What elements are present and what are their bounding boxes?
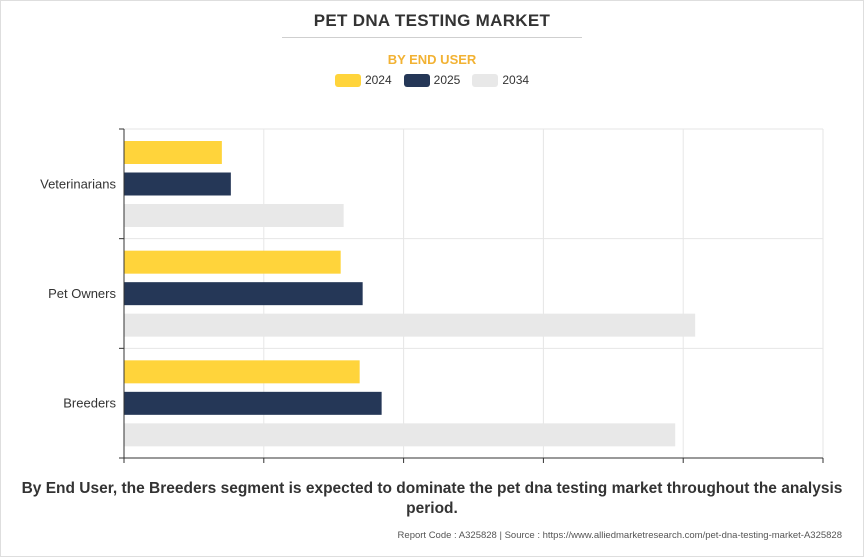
legend-swatch-2025 <box>403 73 430 87</box>
title-divider <box>282 37 582 38</box>
bar-breeders-2024[interactable] <box>124 360 360 384</box>
chart-title: PET DNA TESTING MARKET <box>313 11 551 30</box>
bar-veterinarians-2024[interactable] <box>124 141 222 164</box>
bar-breeders-2025[interactable] <box>124 391 382 415</box>
legend-swatch-2024 <box>334 73 361 87</box>
bar-pet-owners-2024[interactable] <box>124 250 341 274</box>
legend-item-2034[interactable]: 2034 <box>472 73 529 87</box>
category-label-pet-owners: Pet Owners <box>48 286 116 301</box>
bars <box>124 141 696 447</box>
legend: 2024 2025 2034 <box>0 73 864 87</box>
legend-swatch-2034 <box>472 73 499 87</box>
legend-label-2024: 2024 <box>364 73 392 87</box>
category-labels: Veterinarians Pet Owners Breeders <box>40 176 116 410</box>
legend-label-2025: 2025 <box>433 73 461 87</box>
legend-item-2025[interactable]: 2025 <box>403 73 461 87</box>
bar-veterinarians-2025[interactable] <box>124 172 231 196</box>
legend-item-2024[interactable]: 2024 <box>334 73 392 87</box>
chart-caption: By End User, the Breeders segment is exp… <box>21 480 843 517</box>
axes <box>119 128 824 463</box>
bar-breeders-2034[interactable] <box>124 423 676 447</box>
source-footer: Report Code : A325828 | Source : https:/… <box>397 530 842 541</box>
legend-label-2034: 2034 <box>502 73 530 87</box>
category-label-veterinarians: Veterinarians <box>40 176 116 191</box>
bar-pet-owners-2034[interactable] <box>124 313 696 337</box>
chart-subtitle: BY END USER <box>387 52 477 67</box>
bar-pet-owners-2025[interactable] <box>124 282 363 306</box>
bar-veterinarians-2034[interactable] <box>124 204 344 227</box>
category-label-breeders: Breeders <box>63 396 116 411</box>
